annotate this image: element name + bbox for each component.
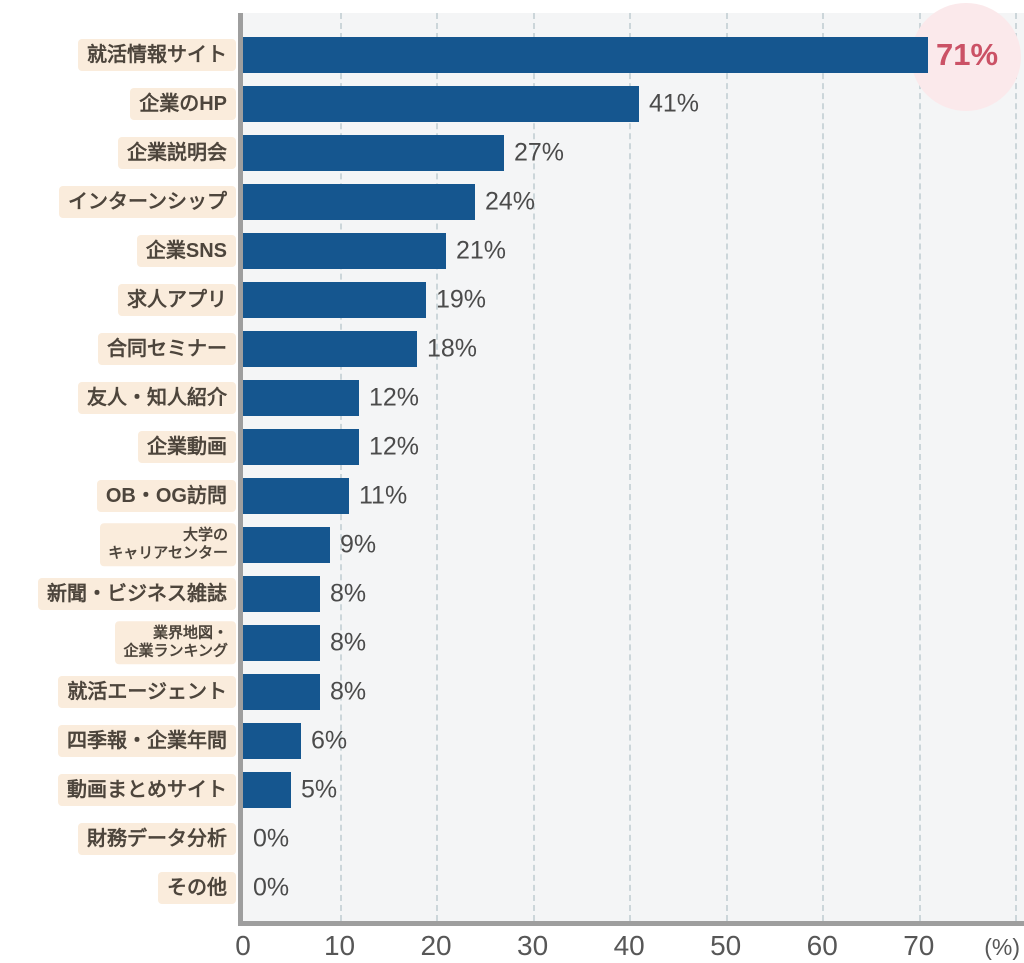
gridline-20 [436,13,439,921]
x-axis-line [238,921,1024,926]
x-tick-40: 40 [613,930,645,961]
x-tick-60: 60 [806,930,838,961]
value-label-8: 12% [369,432,420,460]
y-axis-line [238,13,243,926]
category-label-6: 合同セミナー [98,332,236,365]
value-label-0: 71% [936,36,999,72]
category-label-12: 業界地図・ 企業ランキング [115,620,236,665]
category-label-10: 大学の キャリアセンター [100,522,236,567]
bar-13 [243,673,320,710]
bar-5 [243,281,426,318]
bar-0 [243,36,928,73]
value-label-13: 8% [330,677,367,705]
x-tick-10: 10 [323,930,356,961]
gridline-70 [918,13,921,921]
gridline-50 [725,13,728,921]
bar-9 [243,477,349,514]
x-tick-0: 0 [235,930,251,961]
category-label-3: インターンシップ [59,185,236,218]
bar-6 [243,330,417,367]
gridline-10 [339,13,342,921]
category-label-4: 企業SNS [136,234,236,267]
bar-15 [243,771,291,808]
category-label-2: 企業説明会 [118,136,236,169]
x-tick-30: 30 [517,930,549,961]
bar-10 [243,526,330,563]
value-label-12: 8% [330,628,367,656]
value-label-6: 18% [427,334,478,362]
value-label-5: 19% [436,285,487,313]
value-label-10: 9% [340,530,377,558]
bar-14 [243,722,301,759]
category-label-14: 四季報・企業年間 [58,724,236,757]
value-label-1: 41% [649,89,700,117]
x-tick-70: 70 [903,930,935,961]
x-axis-unit-label: (%) [984,934,1020,960]
category-label-1: 企業のHP [130,87,236,120]
bar-7 [243,379,359,416]
category-label-11: 新聞・ビジネス雑誌 [38,577,236,610]
bar-8 [243,428,359,465]
highlight-circle [911,2,1021,111]
category-label-15: 動画まとめサイト [58,773,236,806]
value-label-3: 24% [485,187,536,215]
value-label-16: 0% [253,824,290,852]
value-label-7: 12% [369,383,420,411]
bar-3 [243,183,475,220]
x-tick-50: 50 [710,930,742,961]
bar-11 [243,575,320,612]
value-label-2: 27% [514,138,565,166]
bar-4 [243,232,446,269]
category-label-9: OB・OG訪問 [96,479,236,512]
value-label-11: 8% [330,579,367,607]
bar-2 [243,134,504,171]
gridline-60 [822,13,825,921]
value-label-15: 5% [301,775,338,803]
value-label-4: 21% [456,236,507,264]
category-label-8: 企業動画 [138,430,236,463]
category-label-13: 就活エージェント [58,675,236,708]
category-label-16: 財務データ分析 [78,822,236,855]
category-label-5: 求人アプリ [118,283,236,316]
value-label-9: 11% [359,481,408,509]
gridline-40 [629,13,632,921]
category-label-17: その他 [158,871,236,904]
bar-1 [243,85,639,122]
gridline-80 [1015,13,1018,921]
bar-12 [243,624,320,661]
value-label-17: 0% [253,873,290,901]
gridline-30 [532,13,535,921]
category-label-0: 就活情報サイト [78,38,236,71]
category-label-7: 友人・知人紹介 [78,381,236,414]
value-label-14: 6% [311,726,348,754]
x-tick-20: 20 [420,930,452,961]
